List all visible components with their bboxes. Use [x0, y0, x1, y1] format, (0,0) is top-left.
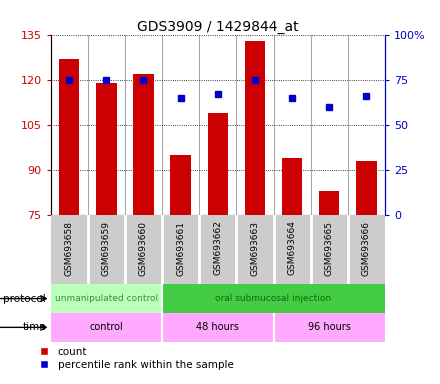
Text: GSM693661: GSM693661: [176, 220, 185, 276]
Text: GSM693659: GSM693659: [102, 220, 111, 276]
Legend: count, percentile rank within the sample: count, percentile rank within the sample: [34, 347, 234, 370]
Text: control: control: [89, 322, 123, 333]
Text: 96 hours: 96 hours: [308, 322, 351, 333]
Bar: [51, 284, 162, 313]
Title: GDS3909 / 1429844_at: GDS3909 / 1429844_at: [137, 20, 299, 33]
Text: GSM693665: GSM693665: [325, 220, 334, 276]
Text: 48 hours: 48 hours: [196, 322, 239, 333]
Bar: [162, 313, 274, 342]
Bar: [96, 83, 117, 215]
Text: time: time: [22, 322, 46, 333]
Bar: [282, 158, 302, 215]
Text: GSM693658: GSM693658: [65, 220, 73, 276]
Bar: [170, 155, 191, 215]
Bar: [245, 41, 265, 215]
Bar: [133, 74, 154, 215]
Bar: [356, 161, 377, 215]
Bar: [162, 284, 385, 313]
Text: GSM693660: GSM693660: [139, 220, 148, 276]
Text: oral submucosal injection: oral submucosal injection: [216, 294, 332, 303]
Text: GSM693662: GSM693662: [213, 220, 222, 275]
Text: protocol: protocol: [4, 293, 46, 304]
Bar: [274, 313, 385, 342]
Text: GSM693663: GSM693663: [250, 220, 260, 276]
Bar: [51, 313, 162, 342]
Text: unmanipulated control: unmanipulated control: [55, 294, 158, 303]
Bar: [208, 113, 228, 215]
Text: GSM693664: GSM693664: [288, 220, 297, 275]
Text: GSM693666: GSM693666: [362, 220, 371, 276]
Bar: [59, 59, 79, 215]
Bar: [319, 191, 340, 215]
